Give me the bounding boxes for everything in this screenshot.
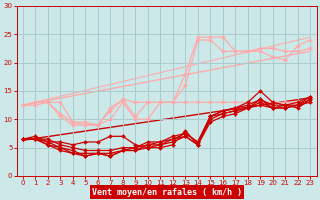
X-axis label: Vent moyen/en rafales ( km/h ): Vent moyen/en rafales ( km/h ) (92, 188, 242, 197)
